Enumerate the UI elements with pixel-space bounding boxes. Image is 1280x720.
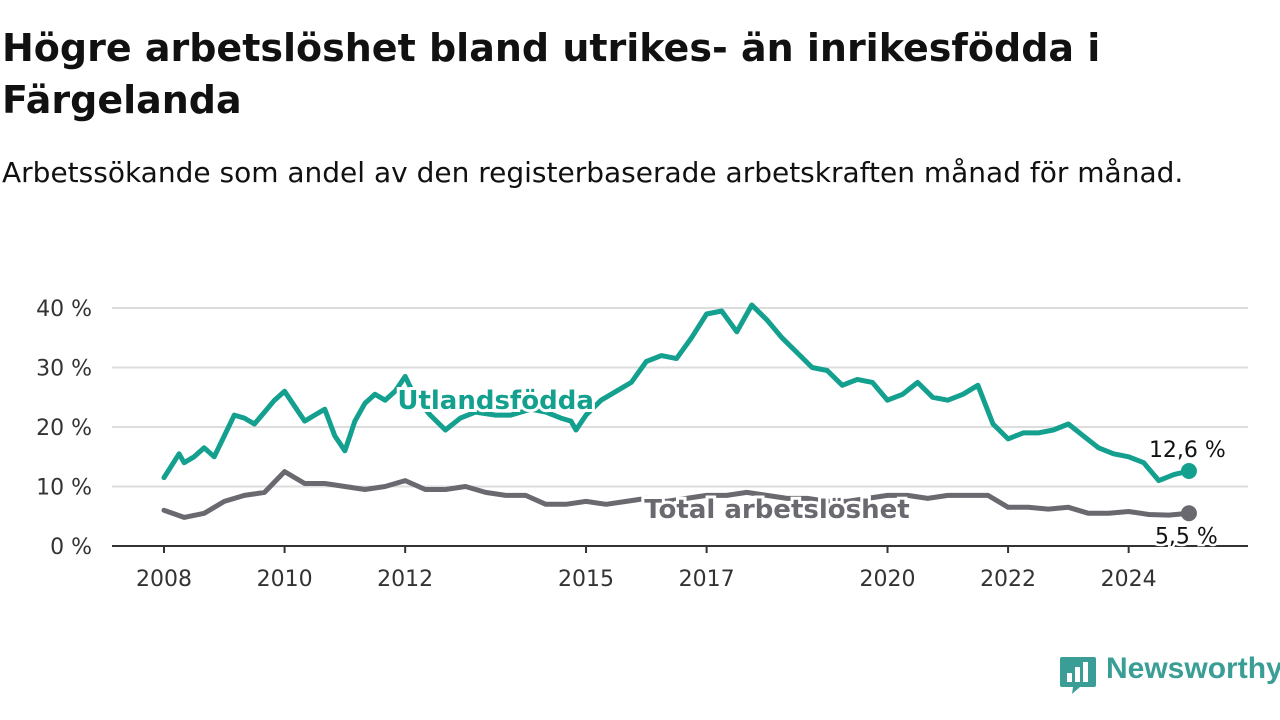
series-label-total-arbetslöshet: Total arbetslöshet <box>644 495 909 525</box>
y-tick-label: 40 % <box>36 297 92 322</box>
series-end-point-total-arbetslöshet <box>1180 505 1197 522</box>
y-tick-label: 0 % <box>50 535 92 560</box>
newsworthy-logo-icon <box>1060 657 1096 694</box>
x-tick-label: 2017 <box>679 567 735 592</box>
end-value-label-total-arbetslöshet: 5,5 % <box>1155 524 1218 549</box>
line-chart: 0 % 10 % 20 % 30 % 40 % 2008 2010 2012 2015 2017… <box>36 297 1248 592</box>
x-tick-label: 2015 <box>558 567 614 592</box>
y-tick-label: 20 % <box>36 416 92 441</box>
series-line-total-arbetslöshet <box>161 469 1192 520</box>
chart-title: Högre arbetslöshet bland utrikes- än inr… <box>2 26 1101 122</box>
x-tick-label: 2020 <box>859 567 915 592</box>
x-tick-label: 2024 <box>1101 567 1157 592</box>
x-tick-label: 2022 <box>980 567 1036 592</box>
series-line-utlandsfödda <box>161 302 1192 484</box>
end-value-label-utlandsfödda: 12,6 % <box>1149 438 1226 463</box>
chart-subtitle: Arbetssökande som andel av den registerb… <box>2 156 1184 189</box>
brand-name: Newsworthy <box>1106 652 1280 685</box>
y-tick-label: 30 % <box>36 357 92 382</box>
x-tick-label: 2008 <box>136 567 192 592</box>
series-end-point-utlandsfödda <box>1180 463 1197 480</box>
x-tick-label: 2010 <box>257 567 313 592</box>
series-label-utlandsfödda: Utlandsfödda <box>397 386 594 416</box>
y-tick-label: 10 % <box>36 476 92 501</box>
x-tick-label: 2012 <box>377 567 433 592</box>
